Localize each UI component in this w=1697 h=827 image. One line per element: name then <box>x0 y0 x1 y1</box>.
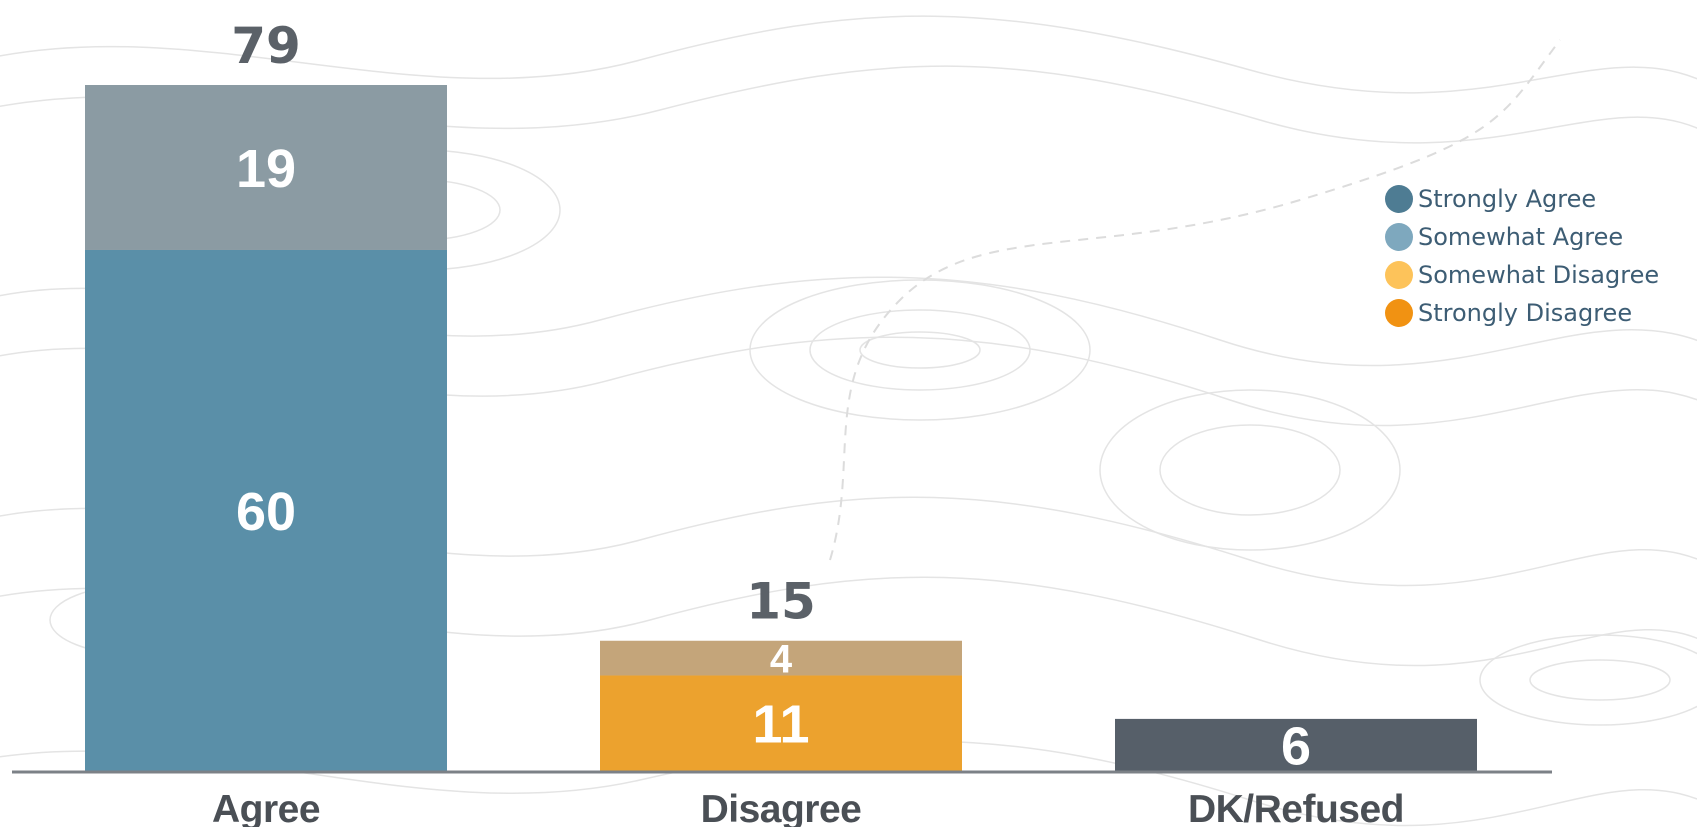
legend-swatch <box>1385 299 1413 327</box>
labels-layer: 60 19 79 Agree 11 4 15 Disagree 6 DK/Refused <box>212 17 1405 827</box>
category-label-agree: Agree <box>212 788 320 827</box>
legend-label: Somewhat Disagree <box>1418 261 1660 289</box>
legend-swatch <box>1385 261 1413 289</box>
legend-label: Somewhat Agree <box>1418 223 1624 251</box>
legend-swatch <box>1385 185 1413 213</box>
legend-item-strongly-disagree: Strongly Disagree <box>1385 294 1659 332</box>
bar-segment-disagree-somewhat-disagree <box>600 640 962 676</box>
segment-value-label: 6 <box>1281 716 1311 776</box>
bar-segment-agree-strongly-agree <box>85 249 447 772</box>
bar-segment-disagree-strongly-disagree <box>600 675 962 771</box>
bar-total-label: 79 <box>231 17 301 75</box>
legend-item-somewhat-agree: Somewhat Agree <box>1385 218 1659 256</box>
legend-item-strongly-agree: Strongly Agree <box>1385 180 1659 218</box>
legend-item-somewhat-disagree: Somewhat Disagree <box>1385 256 1659 294</box>
category-label-dk-refused: DK/Refused <box>1188 788 1404 827</box>
legend-label: Strongly Disagree <box>1418 299 1633 327</box>
bar-segment-dk-refused <box>1115 718 1477 771</box>
segment-value-label: 11 <box>752 695 809 755</box>
segment-value-label: 19 <box>236 139 296 199</box>
bar-segment-agree-somewhat-agree <box>85 85 447 250</box>
segment-value-label: 4 <box>770 638 793 682</box>
segment-value-label: 60 <box>236 482 296 542</box>
bars-layer <box>85 85 1477 772</box>
legend-swatch <box>1385 223 1413 251</box>
legend: Strongly Agree Somewhat Agree Somewhat Dis… <box>1385 180 1659 332</box>
legend-label: Strongly Agree <box>1418 185 1597 213</box>
category-label-disagree: Disagree <box>701 788 862 827</box>
bar-total-label: 15 <box>746 573 816 631</box>
